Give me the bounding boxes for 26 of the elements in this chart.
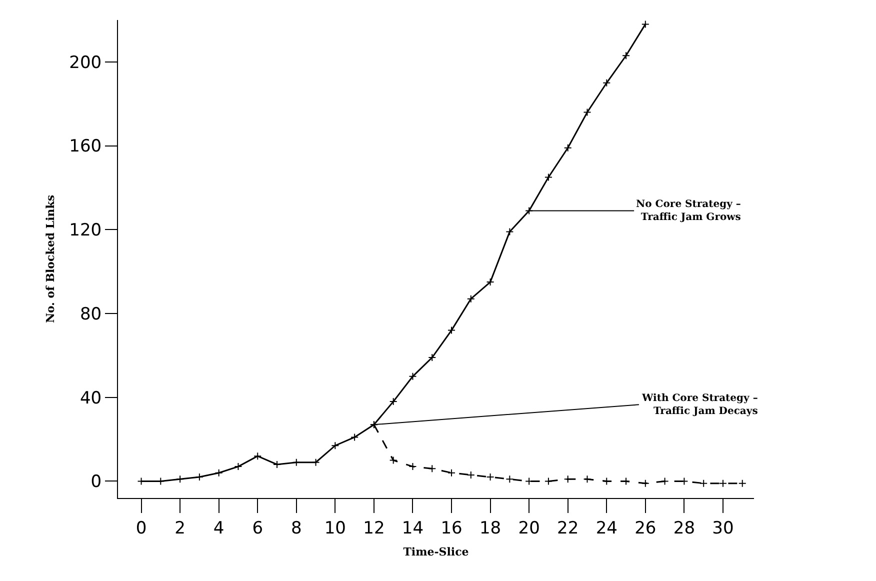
- x-tick-label: 4: [213, 518, 224, 538]
- x-tick-label: 24: [596, 518, 618, 538]
- x-tick-label: 2: [174, 518, 186, 538]
- y-tick-label: 120: [69, 220, 102, 241]
- y-tick-label: 80: [80, 304, 102, 324]
- y-tick-label: 200: [69, 52, 102, 73]
- y-tick-label: 160: [69, 136, 102, 157]
- x-tick-label: 20: [518, 518, 540, 538]
- x-tick-label: 0: [136, 518, 147, 538]
- x-tick-label: 18: [479, 518, 502, 538]
- x-axis-title: Time-Slice: [403, 546, 469, 559]
- x-tick-label: 14: [402, 518, 424, 538]
- annotation: No Core Strategy – Traffic Jam Grows: [636, 199, 742, 223]
- x-tick-label: 22: [557, 518, 579, 538]
- x-tick-label: 8: [290, 518, 302, 538]
- y-tick-label: 0: [90, 472, 102, 492]
- x-tick-label: 12: [363, 518, 385, 538]
- x-tick-label: 16: [440, 518, 462, 538]
- x-tick-label: 30: [712, 518, 734, 538]
- x-tick-label: 28: [673, 518, 696, 538]
- x-tick-label: 10: [324, 518, 346, 538]
- x-tick-label: 6: [252, 518, 264, 538]
- x-tick-label: 26: [634, 518, 656, 538]
- y-tick-label: 40: [80, 388, 102, 408]
- y-axis-title: No. of Blocked Links: [44, 194, 57, 324]
- annotation: With Core Strategy – Traffic Jam Decays: [641, 393, 758, 417]
